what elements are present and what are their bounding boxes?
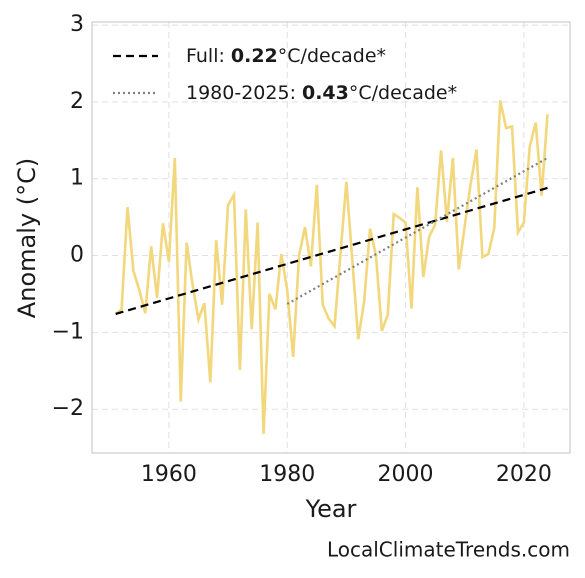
- legend-name: Full:: [186, 45, 225, 67]
- legend-rate: 0.43: [302, 82, 349, 104]
- legend-name: 1980-2025:: [186, 82, 296, 104]
- y-axis-label: Anomaly (°C): [13, 158, 41, 318]
- y-tick-label: 0: [70, 243, 84, 268]
- y-tick-label: 3: [70, 12, 84, 37]
- x-tick-label: 1980: [259, 462, 315, 487]
- legend-unit: °C/decade*: [349, 82, 457, 104]
- legend-rate: 0.22: [231, 45, 278, 67]
- data-line: [114, 100, 549, 434]
- y-tick-label: −2: [52, 396, 84, 421]
- trend-line: [115, 186, 548, 315]
- legend-unit: °C/decade*: [278, 45, 386, 67]
- y-tick-label: −1: [52, 319, 84, 344]
- plot-frame: [91, 21, 571, 454]
- source: LocalClimateTrends.com: [327, 538, 570, 562]
- x-axis-label: Year: [305, 495, 357, 523]
- trend-line: [286, 157, 549, 305]
- y-tick-label: 2: [70, 89, 84, 114]
- legend-label: 1980-2025: 0.43°C/decade*: [186, 82, 457, 104]
- x-tick-label: 2020: [496, 462, 552, 487]
- x-tick-label: 1960: [141, 462, 197, 487]
- legend-label: Full: 0.22°C/decade*: [186, 45, 386, 67]
- x-tick-label: 2000: [378, 462, 434, 487]
- y-tick-label: 1: [70, 166, 84, 191]
